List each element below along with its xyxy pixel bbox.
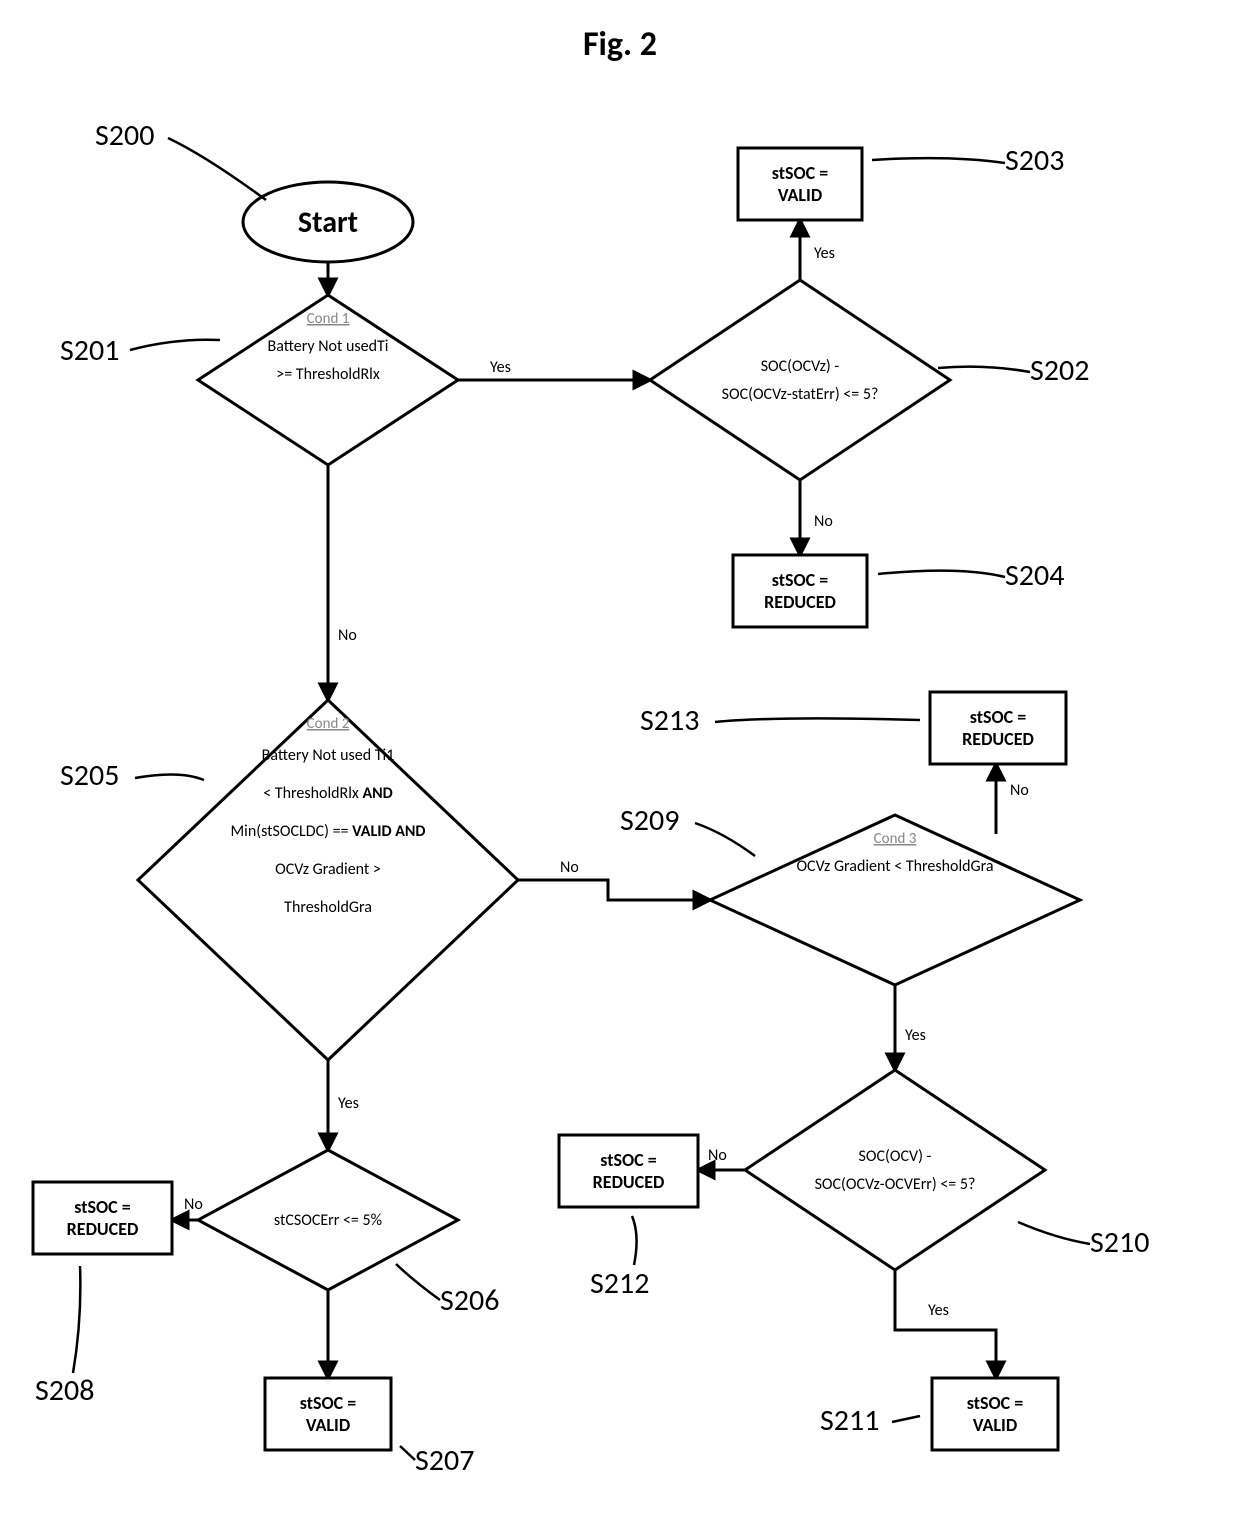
step-label-S200: S200 bbox=[95, 117, 154, 154]
edge-label: No bbox=[708, 1146, 727, 1165]
node-s205: Cond 2 Battery Not used Ti1 < ThresholdRlx… bbox=[138, 700, 518, 1060]
leader-line bbox=[1018, 1222, 1090, 1244]
leader-line bbox=[396, 1264, 440, 1300]
leader-line bbox=[168, 138, 266, 200]
leader-line bbox=[695, 823, 755, 856]
node-text: SOC(OCV) - bbox=[859, 1147, 932, 1166]
node-text: Battery Not usedTi bbox=[268, 337, 389, 356]
node-s207: stSOC =VALID bbox=[265, 1378, 391, 1450]
node-s202: SOC(OCVz) - SOC(OCVz-statErr) <= 5? bbox=[650, 280, 950, 480]
step-label-S209: S209 bbox=[620, 802, 679, 839]
node-text: REDUCED bbox=[67, 1218, 139, 1240]
node-text: ThresholdGra bbox=[284, 898, 372, 917]
leader-line bbox=[892, 1416, 920, 1422]
node-text: REDUCED bbox=[764, 591, 836, 613]
leader-line bbox=[715, 718, 920, 722]
node-s211: stSOC =VALID bbox=[932, 1378, 1058, 1450]
node-text: stSOC = bbox=[772, 569, 828, 591]
nodes-layer: Start Cond 1 Battery Not usedTi >= Threshol… bbox=[33, 148, 1080, 1450]
step-label-S211: S211 bbox=[820, 1402, 879, 1439]
edge-label: No bbox=[814, 512, 833, 531]
node-text: Min(stSOCLDC) == VALID AND bbox=[230, 822, 425, 841]
node-s210: SOC(OCV) - SOC(OCVz-OCVErr) <= 5? bbox=[745, 1070, 1045, 1270]
node-text: < ThresholdRlx AND bbox=[263, 784, 393, 803]
node-text: VALID bbox=[778, 184, 822, 206]
edge-label: Yes bbox=[814, 244, 835, 263]
edge-label: No bbox=[338, 626, 357, 645]
edge-label: No bbox=[560, 858, 579, 877]
step-label-S206: S206 bbox=[440, 1282, 499, 1319]
node-s203: stSOC =VALID bbox=[738, 148, 862, 220]
leader-line bbox=[878, 571, 1005, 577]
node-s204: stSOC =REDUCED bbox=[733, 555, 867, 627]
node-text: VALID bbox=[973, 1414, 1017, 1436]
node-text: stSOC = bbox=[967, 1392, 1023, 1414]
node-text: stSOC = bbox=[300, 1392, 356, 1414]
node-s201: Cond 1 Battery Not usedTi >= ThresholdRlx bbox=[198, 295, 458, 465]
step-label-S213: S213 bbox=[640, 702, 699, 739]
step-label-S202: S202 bbox=[1030, 352, 1089, 389]
leader-line bbox=[938, 367, 1030, 372]
node-text: REDUCED bbox=[962, 728, 1034, 750]
start-label: Start bbox=[298, 204, 358, 241]
step-label-S212: S212 bbox=[590, 1265, 649, 1302]
edge-label: Yes bbox=[905, 1026, 926, 1045]
node-text: OCVz Gradient < ThresholdGra bbox=[796, 857, 993, 876]
cond-label: Cond 2 bbox=[307, 715, 350, 733]
edge-label: Yes bbox=[490, 358, 511, 377]
node-text: SOC(OCVz) - bbox=[761, 357, 840, 376]
step-label-S207: S207 bbox=[415, 1442, 474, 1479]
node-s208: stSOC =REDUCED bbox=[33, 1182, 172, 1254]
node-text: stSOC = bbox=[970, 706, 1026, 728]
step-label-S205: S205 bbox=[60, 757, 119, 794]
step-label-S203: S203 bbox=[1005, 142, 1064, 179]
node-text: stSOC = bbox=[600, 1149, 656, 1171]
node-text: stSOC = bbox=[772, 162, 828, 184]
node-text: Battery Not used Ti1 bbox=[262, 746, 395, 765]
cond-label: Cond 1 bbox=[307, 310, 350, 328]
step-label-S210: S210 bbox=[1090, 1224, 1149, 1261]
node-text: SOC(OCVz-statErr) <= 5? bbox=[722, 385, 879, 404]
node-text: REDUCED bbox=[593, 1171, 665, 1193]
step-label-S201: S201 bbox=[60, 332, 119, 369]
leader-line bbox=[872, 158, 1005, 163]
node-text: VALID bbox=[306, 1414, 350, 1436]
leader-line bbox=[400, 1446, 415, 1460]
figure-title: Fig. 2 bbox=[583, 24, 657, 65]
node-text: >= ThresholdRlx bbox=[276, 365, 380, 384]
node-s206: stCSOCErr <= 5% bbox=[198, 1150, 458, 1290]
edge-label: Yes bbox=[928, 1301, 949, 1320]
edge-label: No bbox=[1010, 781, 1029, 800]
node-text: OCVz Gradient > bbox=[275, 860, 381, 879]
flow-edge bbox=[518, 880, 710, 900]
edge-label: Yes bbox=[338, 1094, 359, 1113]
node-text: SOC(OCVz-OCVErr) <= 5? bbox=[815, 1175, 976, 1194]
node-s209: Cond 3 OCVz Gradient < ThresholdGra bbox=[710, 815, 1080, 985]
node-s212: stSOC =REDUCED bbox=[559, 1135, 698, 1207]
step-labels-layer: S200 S201 S202 S203 S204 S205 S206 S207 S208 S209… bbox=[35, 117, 1149, 1479]
flowchart-canvas: Fig. 2 Yes No Yes No Yes No No Yes No Yes No Start… bbox=[0, 0, 1240, 1540]
node-s213: stSOC =REDUCED bbox=[930, 692, 1066, 764]
flow-edge bbox=[895, 1270, 996, 1378]
node-text: stSOC = bbox=[74, 1196, 130, 1218]
edge-label: No bbox=[184, 1195, 203, 1214]
step-label-S204: S204 bbox=[1005, 557, 1064, 594]
leader-line bbox=[135, 774, 204, 780]
cond-label: Cond 3 bbox=[874, 830, 917, 848]
node-text: stCSOCErr <= 5% bbox=[274, 1211, 382, 1230]
step-label-S208: S208 bbox=[35, 1372, 94, 1409]
leader-line bbox=[130, 340, 220, 350]
leader-line bbox=[73, 1266, 80, 1373]
leader-line bbox=[632, 1216, 637, 1265]
node-start: Start bbox=[243, 182, 413, 262]
